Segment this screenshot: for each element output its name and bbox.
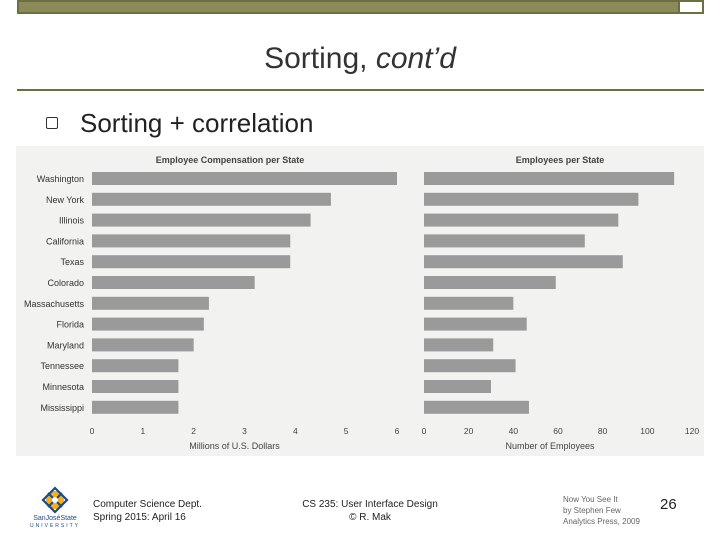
- x-tick-label: 80: [598, 426, 608, 436]
- bar-illinois: [92, 213, 311, 227]
- bar-tennessee: [92, 359, 179, 373]
- footer-author: © R. Mak: [349, 512, 391, 523]
- chart-title: Employee Compensation per State: [156, 155, 305, 165]
- top-decoration-bar: [17, 0, 704, 14]
- category-label: Texas: [60, 257, 84, 267]
- title-divider: [17, 89, 704, 91]
- x-tick-label: 0: [90, 426, 95, 436]
- x-tick-label: 1: [140, 426, 145, 436]
- bar-washington: [424, 172, 675, 185]
- category-label: Mississippi: [40, 403, 84, 413]
- category-label: Minnesota: [42, 382, 84, 392]
- bullet-icon: [46, 117, 58, 129]
- x-tick-label: 3: [242, 426, 247, 436]
- x-tick-label: 20: [464, 426, 474, 436]
- chart-title: Employees per State: [516, 155, 605, 165]
- bar-new-york: [92, 192, 331, 206]
- slide-title-main: Sorting,: [264, 42, 368, 75]
- book-author: by Stephen Few: [563, 506, 621, 515]
- footer-book-credit: Now You See It by Stephen Few Analytics …: [563, 494, 640, 527]
- bar-minnesota: [424, 380, 491, 393]
- bar-maryland: [92, 338, 194, 352]
- bar-california: [92, 234, 291, 248]
- page-number: 26: [660, 496, 677, 513]
- bar-washington: [92, 172, 397, 185]
- x-tick-label: 60: [553, 426, 563, 436]
- category-label: Maryland: [47, 340, 84, 350]
- bar-new-york: [424, 192, 639, 206]
- bar-texas: [424, 255, 623, 269]
- bar-minnesota: [92, 380, 179, 393]
- bar-illinois: [424, 213, 619, 227]
- bullet-text: Sorting + correlation: [80, 108, 314, 138]
- bar-california: [424, 234, 585, 248]
- footer-left: Computer Science Dept. Spring 2015: Apri…: [93, 498, 202, 524]
- category-label: Tennessee: [40, 361, 84, 371]
- x-tick-label: 40: [509, 426, 519, 436]
- bar-florida: [424, 317, 527, 331]
- x-axis-label: Millions of U.S. Dollars: [189, 441, 280, 451]
- bar-colorado: [92, 276, 255, 289]
- bar-florida: [92, 317, 204, 331]
- bar-tennessee: [424, 359, 516, 373]
- bar-mississippi: [92, 400, 179, 414]
- slide-title: Sorting, cont’d: [0, 42, 720, 76]
- sjsu-logo-icon: [41, 486, 69, 514]
- footer-dept: Computer Science Dept.: [93, 499, 202, 510]
- footer-center: CS 235: User Interface Design © R. Mak: [280, 498, 460, 524]
- book-publisher: Analytics Press, 2009: [563, 517, 640, 526]
- bar-massachusetts: [92, 296, 209, 310]
- bar-mississippi: [424, 400, 529, 414]
- category-label: Washington: [37, 174, 84, 184]
- footer-date: Spring 2015: April 16: [93, 512, 186, 523]
- category-label: Colorado: [47, 278, 84, 288]
- category-label: California: [46, 236, 84, 246]
- x-tick-label: 4: [293, 426, 298, 436]
- category-label: Massachusetts: [24, 299, 85, 309]
- category-label: Illinois: [59, 216, 85, 226]
- footer-course: CS 235: User Interface Design: [302, 499, 438, 510]
- x-tick-label: 6: [395, 426, 400, 436]
- x-tick-label: 0: [422, 426, 427, 436]
- x-axis-label: Number of Employees: [505, 441, 595, 451]
- bar-texas: [92, 255, 291, 269]
- logo-subname: UNIVERSITY: [30, 523, 81, 529]
- bar-colorado: [424, 276, 556, 289]
- top-decoration-box: [678, 2, 702, 12]
- book-title: Now You See It: [563, 495, 618, 504]
- x-tick-label: 120: [685, 426, 699, 436]
- logo-name: SanJoséState: [33, 515, 77, 522]
- x-tick-label: 5: [344, 426, 349, 436]
- slide-title-italic: cont’d: [375, 42, 456, 75]
- bar-massachusetts: [424, 296, 514, 310]
- category-label: New York: [46, 195, 85, 205]
- x-tick-label: 100: [640, 426, 654, 436]
- category-label: Florida: [56, 320, 84, 330]
- x-tick-label: 2: [191, 426, 196, 436]
- bar-maryland: [424, 338, 494, 352]
